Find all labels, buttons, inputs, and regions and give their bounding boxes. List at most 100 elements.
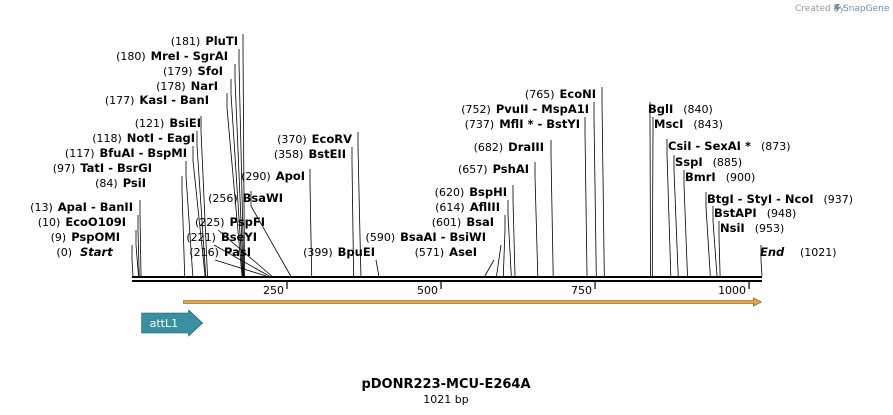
site-ecoo109i[interactable]: EcoO109I (10) <box>38 215 126 229</box>
site-pspfi[interactable]: PspFI (225) <box>195 215 265 229</box>
site-sfoi[interactable]: SfoI (179) <box>163 64 223 78</box>
site-pluti[interactable]: PluTI (181) <box>171 34 238 48</box>
site-csii[interactable]: CsiI - SexAI * (873) <box>668 139 791 153</box>
site-draiii[interactable]: DraIII (682) <box>474 140 544 154</box>
site-sspi[interactable]: SspI (885) <box>675 155 742 169</box>
site-end[interactable]: End (1021) <box>760 245 837 259</box>
site-nsii[interactable]: NsiI (953) <box>720 221 784 235</box>
site-apoi[interactable]: ApoI (290) <box>241 169 305 183</box>
site-position: (178) <box>156 80 186 93</box>
site-bsphi[interactable]: BspHI (620) <box>435 185 507 199</box>
tick-label: 250 <box>263 284 284 297</box>
snapgene-logo-icon <box>834 4 841 13</box>
site-tati[interactable]: TatI - BsrGI (97) <box>53 161 152 175</box>
site-position: (614) <box>435 201 465 214</box>
site-name: PspFI <box>230 215 265 229</box>
leader-line-nsii <box>718 221 721 277</box>
site-name: PluTI <box>205 34 238 48</box>
orf-arrow[interactable] <box>183 297 763 307</box>
site-name: MscI <box>654 117 683 131</box>
site-bstapi[interactable]: BstAPI (948) <box>714 206 796 220</box>
site-name: BsaWI <box>243 191 283 205</box>
site-position: (117) <box>65 147 95 160</box>
site-pasi[interactable]: PasI (216) <box>189 245 251 259</box>
site-position: (948) <box>767 207 797 220</box>
site-name: EcoO109I <box>65 215 126 229</box>
leader-line-pspomi <box>135 230 139 277</box>
site-bsai[interactable]: BsaI (601) <box>432 215 494 229</box>
leader-line-bgli <box>649 102 651 277</box>
ruler-ticks: 250 500 750 1000 <box>263 282 750 297</box>
leader-line-bpuei <box>375 259 380 277</box>
site-position: (601) <box>432 216 462 229</box>
site-bsiei[interactable]: BsiEI (121) <box>135 116 201 130</box>
leader-line-csii <box>666 139 672 277</box>
site-ecorv[interactable]: EcoRV (370) <box>277 132 352 146</box>
site-position: (358) <box>274 148 304 161</box>
site-name: CsiI - SexAI * <box>668 139 751 153</box>
site-apai[interactable]: ApaI - BanII (13) <box>30 200 133 214</box>
site-bgli[interactable]: BglI (840) <box>648 102 713 116</box>
site-bmri[interactable]: BmrI (900) <box>685 170 755 184</box>
site-start[interactable]: (0) Start <box>56 245 113 259</box>
plasmid-length: 1021 bp <box>423 393 468 406</box>
site-asei[interactable]: AseI (571) <box>415 245 477 259</box>
site-position: (13) <box>30 201 53 214</box>
site-psii[interactable]: PsiI (84) <box>95 176 146 190</box>
site-afliii[interactable]: AflIII (614) <box>435 200 500 214</box>
site-position: (121) <box>135 117 165 130</box>
leader-line-pspfi <box>217 229 272 277</box>
leader-line-noti <box>196 131 207 277</box>
site-econi[interactable]: EcoNI (765) <box>525 87 596 101</box>
site-name: BspHI <box>469 185 507 199</box>
leader-line-btgi <box>705 192 711 277</box>
site-position: (180) <box>116 50 146 63</box>
site-name: PspOMI <box>71 230 120 244</box>
site-position: (97) <box>53 162 76 175</box>
dna-backbone <box>132 276 762 282</box>
site-position: (225) <box>195 216 225 229</box>
site-nari[interactable]: NarI (178) <box>156 79 218 93</box>
site-name: SspI <box>675 155 703 169</box>
leader-line-asei <box>484 259 495 277</box>
site-name: MreI - SgrAI <box>151 49 228 63</box>
site-btgi[interactable]: BtgI - StyI - NcoI (937) <box>707 192 853 206</box>
site-position: (179) <box>163 65 193 78</box>
site-pshai[interactable]: PshAI (657) <box>458 162 529 176</box>
site-name: MflI * - BstYI <box>499 117 580 131</box>
feature-attl1[interactable]: attL1 <box>141 309 204 337</box>
site-name: BfuAI - BspMI <box>100 146 187 160</box>
site-name: BtgI - StyI - NcoI <box>707 192 814 206</box>
site-position: (0) <box>56 246 72 259</box>
site-position: (765) <box>525 88 555 101</box>
site-pvuii[interactable]: PvuII - MspA1I (752) <box>461 102 589 116</box>
site-position: (84) <box>95 177 118 190</box>
site-name: EcoNI <box>560 87 596 101</box>
site-name: KasI - BanI <box>139 93 209 107</box>
site-msci[interactable]: MscI (843) <box>654 117 723 131</box>
site-mrei[interactable]: MreI - SgrAI (180) <box>116 49 228 63</box>
leader-line-bsai <box>502 215 506 277</box>
site-bpuei[interactable]: BpuEI (399) <box>303 245 375 259</box>
site-bsteii[interactable]: BstEII (358) <box>274 147 346 161</box>
site-name: Start <box>80 245 113 259</box>
site-name: TatI - BsrGI <box>80 161 152 175</box>
site-mfli[interactable]: MflI * - BstYI (737) <box>465 117 580 131</box>
site-bsawi[interactable]: BsaWI (256) <box>208 191 283 205</box>
site-name: AflIII <box>470 200 500 214</box>
site-bsaai[interactable]: BsaAI - BsiWI (590) <box>366 230 486 244</box>
site-name: NsiI <box>720 221 745 235</box>
site-pspomi[interactable]: PspOMI (9) <box>51 230 120 244</box>
site-position: (682) <box>474 141 504 154</box>
site-bseyi[interactable]: BseYI (221) <box>186 230 257 244</box>
site-noti[interactable]: NotI - EagI (118) <box>92 131 195 145</box>
site-name: NotI - EagI <box>127 131 195 145</box>
site-bfuai[interactable]: BfuAI - BspMI (117) <box>65 146 187 160</box>
site-name: End <box>760 245 785 259</box>
leader-line-psii <box>181 176 186 277</box>
site-position: (737) <box>465 118 495 131</box>
site-kasi[interactable]: KasI - BanI (177) <box>105 93 209 107</box>
